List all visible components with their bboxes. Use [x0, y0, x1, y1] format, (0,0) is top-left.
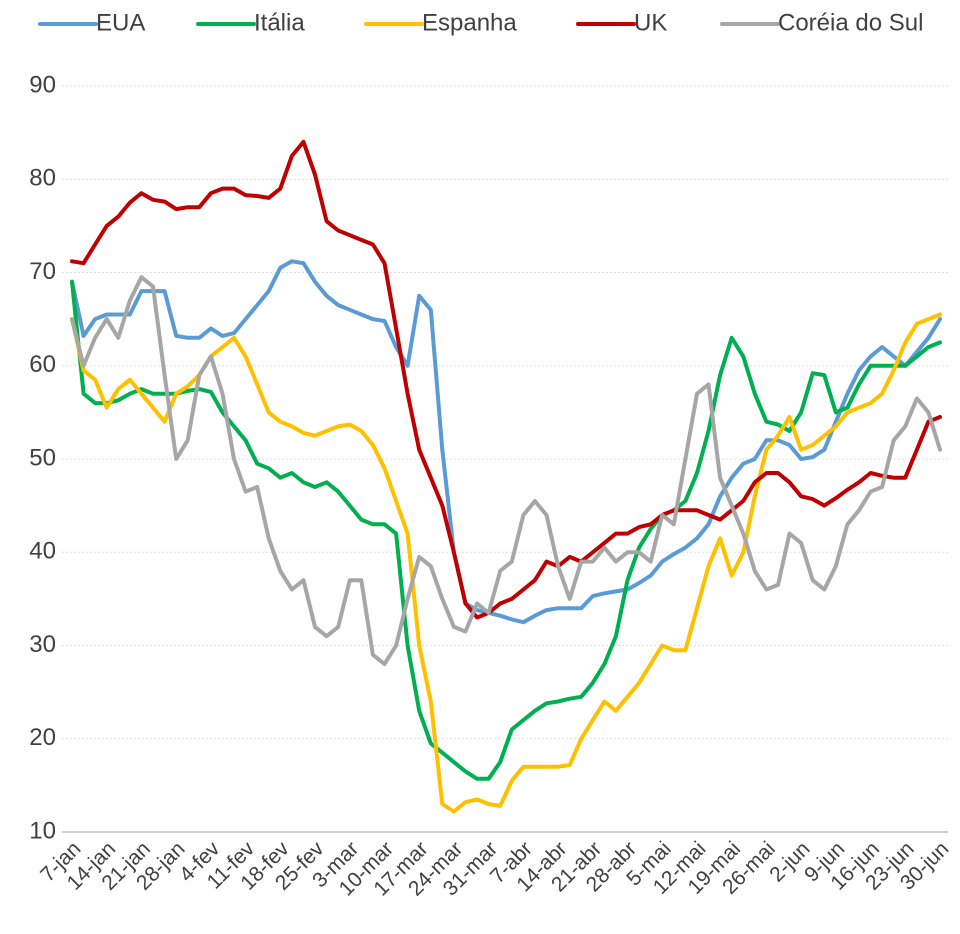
y-tick-label: 60: [29, 351, 56, 378]
y-tick-label: 30: [29, 631, 56, 658]
series-line: [70, 275, 942, 667]
legend-label: Espanha: [422, 9, 517, 36]
y-tick-label: 80: [29, 165, 56, 192]
legend-label: EUA: [96, 9, 145, 36]
legend-label: Coréia do Sul: [778, 9, 923, 36]
series-line: [70, 139, 942, 620]
y-tick-label: 40: [29, 538, 56, 565]
legend-label: UK: [634, 9, 667, 36]
series-line: [70, 312, 942, 814]
y-tick-label: 90: [29, 71, 56, 98]
series-line: [70, 279, 942, 781]
series-line: [70, 259, 942, 625]
y-tick-label: 10: [29, 817, 56, 844]
legend-label: Itália: [254, 9, 305, 36]
y-tick-label: 20: [29, 724, 56, 751]
y-tick-label: 70: [29, 258, 56, 285]
y-tick-label: 50: [29, 444, 56, 471]
